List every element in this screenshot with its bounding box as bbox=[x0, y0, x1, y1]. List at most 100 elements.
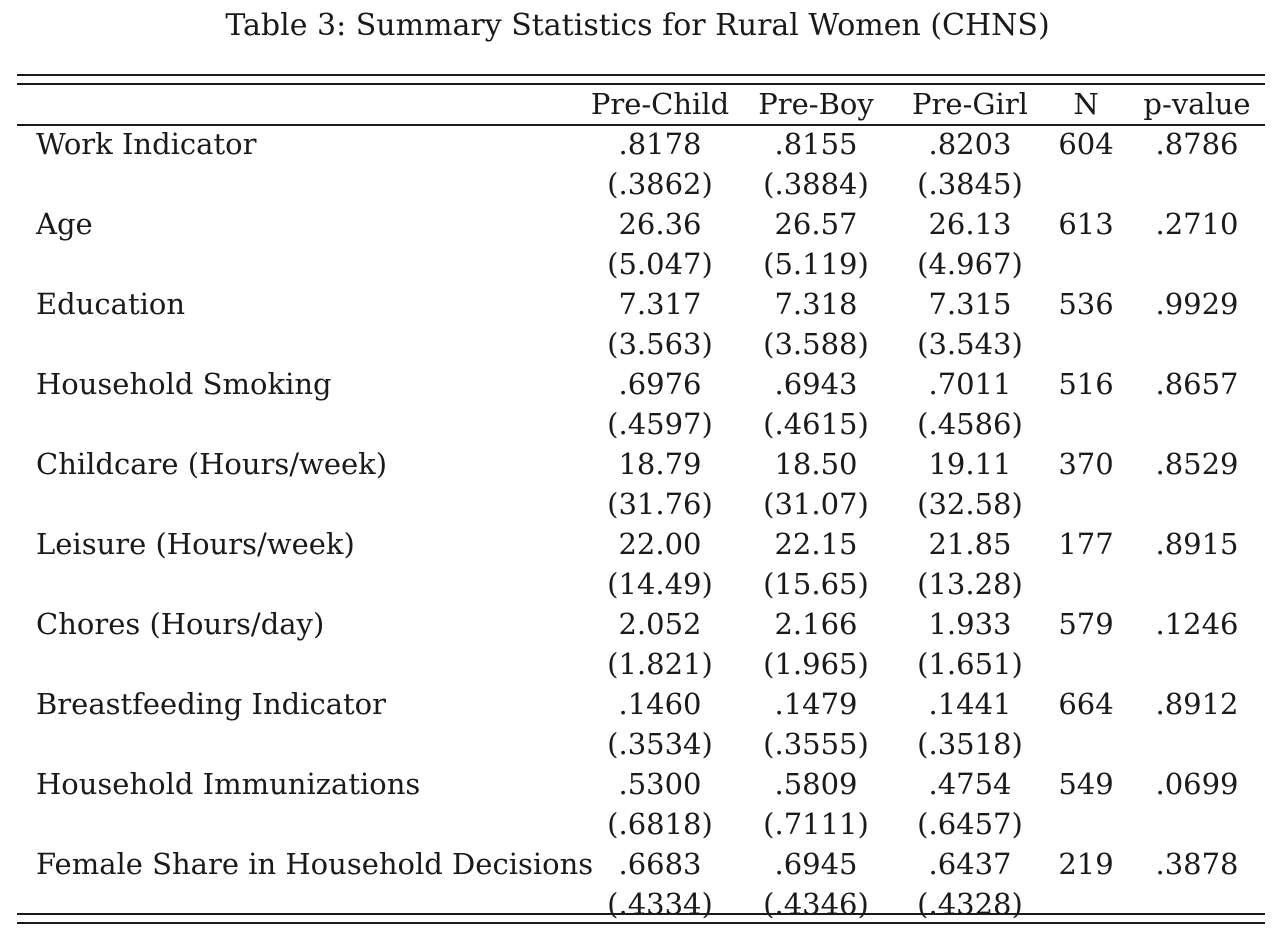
table-caption: Table 3: Summary Statistics for Rural Wo… bbox=[225, 8, 1050, 43]
p-value-cell: .9929 bbox=[1155, 287, 1239, 321]
sd-cell: (.3534) bbox=[607, 727, 713, 761]
mean-cell: 19.11 bbox=[928, 447, 1012, 481]
mean-cell: .5300 bbox=[618, 767, 702, 801]
table-row-sd: (.3534) (.3555) (.3518) bbox=[0, 724, 1275, 764]
n-cell: 579 bbox=[1058, 607, 1114, 641]
sd-cell: (.4615) bbox=[763, 407, 869, 441]
sd-cell: (.3862) bbox=[607, 167, 713, 201]
mean-cell: .5809 bbox=[774, 767, 858, 801]
table-row: Childcare (Hours/week) 18.79 18.50 19.11 370… bbox=[0, 444, 1275, 484]
mean-cell: .6945 bbox=[774, 847, 858, 881]
p-value-cell: .8912 bbox=[1155, 687, 1239, 721]
table-row-sd: (.6818) (.7111) (.6457) bbox=[0, 804, 1275, 844]
n-cell: 536 bbox=[1058, 287, 1114, 321]
p-value-cell: .3878 bbox=[1155, 847, 1239, 881]
table-row-sd: (1.821) (1.965) (1.651) bbox=[0, 644, 1275, 684]
mean-cell: 7.315 bbox=[928, 287, 1012, 321]
sd-cell: (32.58) bbox=[917, 487, 1023, 521]
n-cell: 664 bbox=[1058, 687, 1114, 721]
table-row: Leisure (Hours/week) 22.00 22.15 21.85 177 .8… bbox=[0, 524, 1275, 564]
table-row: Education 7.317 7.318 7.315 536 .9929 bbox=[0, 284, 1275, 324]
sd-cell: (1.651) bbox=[917, 647, 1023, 681]
p-value-cell: .8657 bbox=[1155, 367, 1239, 401]
row-label: Age bbox=[36, 207, 93, 241]
mean-cell: 7.317 bbox=[618, 287, 702, 321]
mean-cell: 26.57 bbox=[774, 207, 858, 241]
sd-cell: (3.588) bbox=[763, 327, 869, 361]
mean-cell: 22.00 bbox=[618, 527, 702, 561]
sd-cell: (1.821) bbox=[607, 647, 713, 681]
sd-cell: (14.49) bbox=[607, 567, 713, 601]
row-label: Household Immunizations bbox=[36, 767, 421, 801]
mean-cell: 7.318 bbox=[774, 287, 858, 321]
column-header-pre-boy: Pre-Boy bbox=[758, 87, 874, 121]
sd-cell: (4.967) bbox=[917, 247, 1023, 281]
mean-cell: .6683 bbox=[618, 847, 702, 881]
table-row: Chores (Hours/day) 2.052 2.166 1.933 579 .124… bbox=[0, 604, 1275, 644]
mean-cell: .6943 bbox=[774, 367, 858, 401]
n-cell: 613 bbox=[1058, 207, 1114, 241]
mean-cell: 21.85 bbox=[928, 527, 1012, 561]
sd-cell: (.4328) bbox=[917, 887, 1023, 921]
row-label: Work Indicator bbox=[36, 127, 257, 161]
n-cell: 516 bbox=[1058, 367, 1114, 401]
sd-cell: (5.047) bbox=[607, 247, 713, 281]
p-value-cell: .1246 bbox=[1155, 607, 1239, 641]
n-cell: 604 bbox=[1058, 127, 1114, 161]
sd-cell: (3.543) bbox=[917, 327, 1023, 361]
mean-cell: 2.052 bbox=[618, 607, 702, 641]
mean-cell: .1441 bbox=[928, 687, 1012, 721]
p-value-cell: .0699 bbox=[1155, 767, 1239, 801]
n-cell: 177 bbox=[1058, 527, 1114, 561]
sd-cell: (1.965) bbox=[763, 647, 869, 681]
mean-cell: .8178 bbox=[618, 127, 702, 161]
row-label: Female Share in Household Decisions bbox=[36, 847, 594, 881]
mean-cell: .6976 bbox=[618, 367, 702, 401]
p-value-cell: .8529 bbox=[1155, 447, 1239, 481]
table-row: Household Smoking .6976 .6943 .7011 516 .8657 bbox=[0, 364, 1275, 404]
top-rule-inner bbox=[17, 83, 1265, 85]
sd-cell: (.3555) bbox=[763, 727, 869, 761]
sd-cell: (15.65) bbox=[763, 567, 869, 601]
row-label: Household Smoking bbox=[36, 367, 332, 401]
table-row-sd: (5.047) (5.119) (4.967) bbox=[0, 244, 1275, 284]
sd-cell: (.4597) bbox=[607, 407, 713, 441]
column-header-n: N bbox=[1073, 87, 1099, 121]
table-row: Age 26.36 26.57 26.13 613 .2710 bbox=[0, 204, 1275, 244]
sd-cell: (.4346) bbox=[763, 887, 869, 921]
table-row: Female Share in Household Decisions .6683… bbox=[0, 844, 1275, 884]
p-value-cell: .8915 bbox=[1155, 527, 1239, 561]
table-row-sd: (.4334) (.4346) (.4328) bbox=[0, 884, 1275, 924]
table-row: Household Immunizations .5300 .5809 .4754 54… bbox=[0, 764, 1275, 804]
row-label: Education bbox=[36, 287, 186, 321]
table-header-row: Pre-Child Pre-Boy Pre-Girl N p-value bbox=[0, 84, 1275, 124]
column-header-pre-girl: Pre-Girl bbox=[912, 87, 1028, 121]
mean-cell: .4754 bbox=[928, 767, 1012, 801]
mean-cell: .1479 bbox=[774, 687, 858, 721]
mean-cell: .6437 bbox=[928, 847, 1012, 881]
row-label: Breastfeeding Indicator bbox=[36, 687, 386, 721]
sd-cell: (.7111) bbox=[763, 807, 869, 841]
column-header-pre-child: Pre-Child bbox=[590, 87, 730, 121]
bottom-rule-inner bbox=[17, 913, 1265, 915]
mean-cell: 18.79 bbox=[618, 447, 702, 481]
column-header-p-value: p-value bbox=[1143, 87, 1251, 121]
bottom-rule-outer bbox=[17, 922, 1265, 924]
sd-cell: (31.76) bbox=[607, 487, 713, 521]
row-label: Leisure (Hours/week) bbox=[36, 527, 355, 561]
mean-cell: 26.13 bbox=[928, 207, 1012, 241]
cropped-footnote-text bbox=[17, 930, 1265, 934]
sd-cell: (.6457) bbox=[917, 807, 1023, 841]
n-cell: 219 bbox=[1058, 847, 1114, 881]
table-row-sd: (31.76) (31.07) (32.58) bbox=[0, 484, 1275, 524]
p-value-cell: .2710 bbox=[1155, 207, 1239, 241]
sd-cell: (.4334) bbox=[607, 887, 713, 921]
mean-cell: .8203 bbox=[928, 127, 1012, 161]
n-cell: 549 bbox=[1058, 767, 1114, 801]
mean-cell: 26.36 bbox=[618, 207, 702, 241]
mean-cell: .7011 bbox=[928, 367, 1012, 401]
mean-cell: .1460 bbox=[618, 687, 702, 721]
sd-cell: (31.07) bbox=[763, 487, 869, 521]
sd-cell: (.3845) bbox=[917, 167, 1023, 201]
p-value-cell: .8786 bbox=[1155, 127, 1239, 161]
